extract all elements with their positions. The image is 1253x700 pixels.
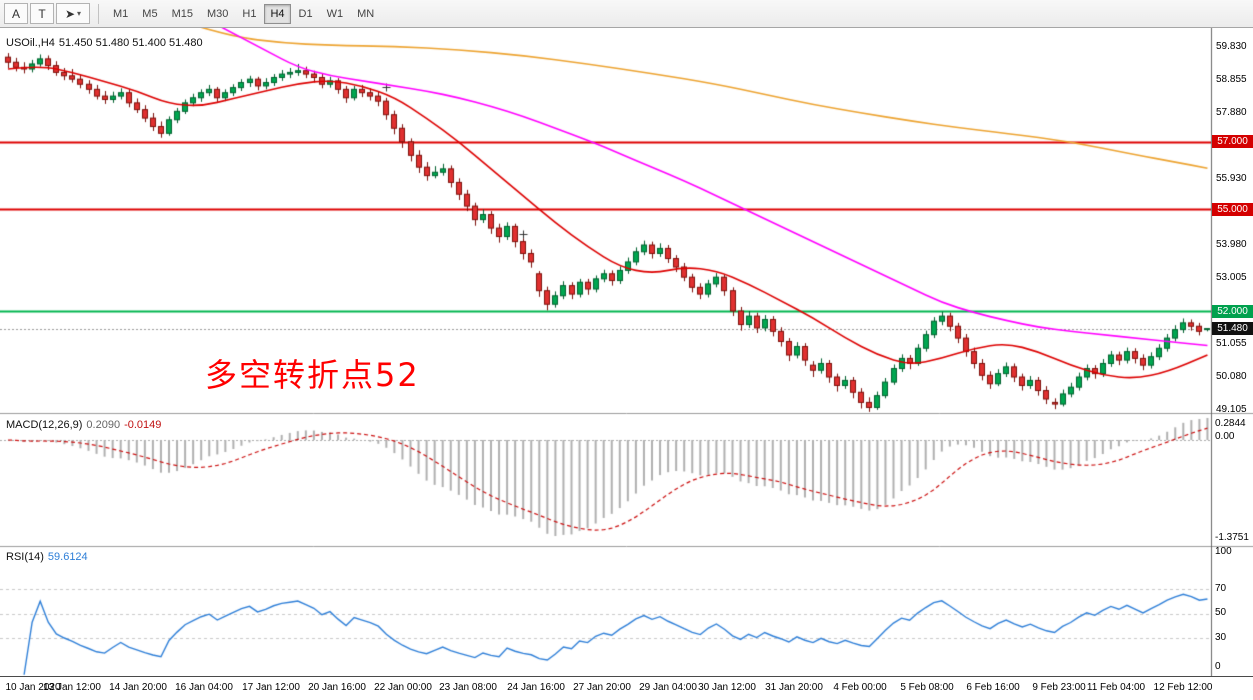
symbol-name: USOil.,H4 bbox=[6, 37, 55, 49]
time-axis-label: 12 Feb 12:00 bbox=[1153, 682, 1213, 693]
price-axis-badge: 57.000 bbox=[1212, 135, 1253, 148]
text-tool-icon: T bbox=[38, 6, 46, 21]
time-axis-label: 24 Jan 16:00 bbox=[507, 682, 565, 693]
annotation-tool-button[interactable]: A bbox=[4, 3, 28, 24]
letter-a-icon: A bbox=[11, 6, 20, 21]
timeframe-h4-button[interactable]: H4 bbox=[264, 3, 291, 24]
time-axis-label: 27 Jan 20:00 bbox=[573, 682, 631, 693]
timeframe-h1-button[interactable]: H1 bbox=[236, 4, 262, 24]
price-axis-badge: 55.000 bbox=[1212, 203, 1253, 216]
time-axis-label: 17 Jan 12:00 bbox=[242, 682, 300, 693]
rsi-axis-label: 30 bbox=[1215, 632, 1227, 643]
time-axis-label: 10 Jan 2020 bbox=[5, 682, 61, 693]
macd-name: MACD(12,26,9) bbox=[6, 419, 83, 431]
price-axis-tick: 50.080 bbox=[1216, 370, 1247, 382]
chevron-down-icon: ▾ bbox=[77, 9, 82, 18]
chart-annotation-text[interactable]: 多空转折点52 bbox=[205, 356, 420, 394]
price-axis-tick: 51.055 bbox=[1216, 337, 1247, 349]
time-axis-label: 13 Jan 12:00 bbox=[43, 682, 101, 693]
timeframe-m1-button[interactable]: M1 bbox=[107, 4, 134, 24]
time-axis-label: 9 Feb 23:00 bbox=[1032, 682, 1086, 693]
macd-axis-label: 0.00 bbox=[1215, 431, 1235, 442]
price-axis-tick: 57.880 bbox=[1216, 106, 1247, 118]
price-axis-badge: 52.000 bbox=[1212, 305, 1253, 318]
time-axis-label: 29 Jan 04:00 bbox=[639, 682, 697, 693]
timeframe-m30-button[interactable]: M30 bbox=[201, 4, 234, 24]
time-axis-label: 14 Jan 20:00 bbox=[109, 682, 167, 693]
text-tool-button[interactable]: T bbox=[30, 3, 54, 24]
drawing-tools-dropdown[interactable]: ➤ ▾ bbox=[56, 3, 90, 24]
rsi-value: 59.6124 bbox=[47, 551, 88, 563]
price-axis-tick: 55.930 bbox=[1216, 172, 1247, 184]
time-axis-label: 16 Jan 04:00 bbox=[175, 682, 233, 693]
time-axis-label: 22 Jan 00:00 bbox=[374, 682, 432, 693]
time-axis-label: 5 Feb 08:00 bbox=[900, 682, 954, 693]
timeframe-w1-button[interactable]: W1 bbox=[321, 4, 350, 24]
time-axis[interactable]: 10 Jan 2020 13 Jan 12:00 14 Jan 20:00 16 Ja… bbox=[0, 676, 1253, 700]
rsi-indicator-label: RSI(14) 59.6124 bbox=[6, 551, 88, 563]
macd-axis-label: -1.3751 bbox=[1215, 532, 1249, 543]
rsi-axis-label: 0 bbox=[1215, 661, 1221, 672]
timeframe-mn-button[interactable]: MN bbox=[351, 4, 380, 24]
toolbar: A T ➤ ▾ M1 M5 M15 M30 H1 H4 D1 W1 MN bbox=[0, 0, 1253, 28]
price-axis-tick: 58.855 bbox=[1216, 73, 1247, 85]
drawing-tool-icon: ➤ bbox=[64, 6, 76, 21]
price-axis-tick: 49.105 bbox=[1216, 403, 1247, 415]
rsi-axis-label: 50 bbox=[1215, 607, 1227, 618]
price-axis-badge: 51.480 bbox=[1212, 322, 1253, 335]
symbol-ohlc-label: USOil.,H4 51.450 51.480 51.400 51.480 bbox=[6, 37, 203, 49]
time-axis-label: 11 Feb 04:00 bbox=[1086, 682, 1146, 693]
price-axis-tick: 59.830 bbox=[1216, 41, 1247, 52]
timeframe-d1-button[interactable]: D1 bbox=[293, 4, 319, 24]
time-axis-label: 30 Jan 12:00 bbox=[698, 682, 756, 693]
ohlc-values: 51.450 51.480 51.400 51.480 bbox=[58, 37, 203, 49]
chart-window: USOil.,H4 51.450 51.480 51.400 51.480 多空转… bbox=[0, 28, 1253, 700]
price-axis-tick: 53.980 bbox=[1216, 238, 1247, 250]
macd-signal-value: -0.0149 bbox=[124, 419, 162, 431]
time-axis-label: 20 Jan 16:00 bbox=[308, 682, 366, 693]
time-axis-label: 23 Jan 08:00 bbox=[439, 682, 497, 693]
timeframe-m15-button[interactable]: M15 bbox=[166, 4, 199, 24]
price-axis-tick: 53.005 bbox=[1216, 271, 1247, 283]
time-axis-label: 4 Feb 00:00 bbox=[833, 682, 887, 693]
rsi-axis-label: 100 bbox=[1215, 546, 1232, 557]
time-axis-label: 6 Feb 16:00 bbox=[966, 682, 1020, 693]
macd-main-value: 0.2090 bbox=[86, 419, 121, 431]
time-axis-label: 31 Jan 20:00 bbox=[765, 682, 823, 693]
rsi-axis-label: 70 bbox=[1215, 583, 1227, 594]
rsi-name: RSI(14) bbox=[6, 551, 44, 563]
macd-indicator-label: MACD(12,26,9) 0.2090 -0.0149 bbox=[6, 419, 161, 431]
toolbar-separator bbox=[98, 3, 99, 24]
timeframe-m5-button[interactable]: M5 bbox=[136, 4, 163, 24]
chart-canvas[interactable] bbox=[0, 28, 1253, 676]
macd-axis-label: 0.2844 bbox=[1215, 418, 1246, 429]
